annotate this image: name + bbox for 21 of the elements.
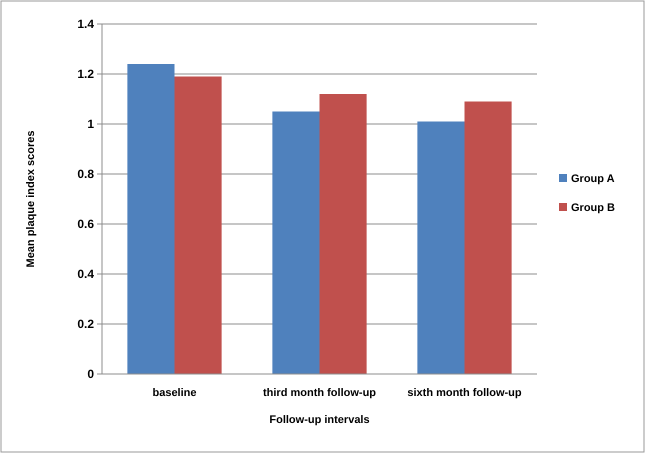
legend-label: Group B xyxy=(571,202,616,214)
x-tick-label: third month follow-up xyxy=(262,387,376,399)
bar xyxy=(174,76,222,374)
bar xyxy=(464,102,512,374)
x-tick-label: sixth month follow-up xyxy=(407,387,522,399)
bar xyxy=(272,112,320,374)
bar xyxy=(320,94,367,374)
legend-label: Group A xyxy=(571,173,615,185)
y-tick-label: 0.8 xyxy=(77,167,94,182)
bar xyxy=(417,122,464,374)
x-axis-title: Follow-up intervals xyxy=(269,414,370,426)
x-tick-label: baseline xyxy=(152,387,197,399)
y-tick-label: 1 xyxy=(87,117,94,132)
y-tick-label: 0.6 xyxy=(77,217,94,232)
y-tick-label: 0.2 xyxy=(77,317,94,332)
y-tick-label: 0 xyxy=(87,367,94,382)
y-axis-title: Mean plaque index scores xyxy=(25,130,37,268)
y-tick-label: 0.4 xyxy=(77,267,94,282)
y-tick-label: 1.4 xyxy=(77,17,94,32)
bar xyxy=(127,64,174,374)
y-tick-label: 1.2 xyxy=(77,67,94,82)
